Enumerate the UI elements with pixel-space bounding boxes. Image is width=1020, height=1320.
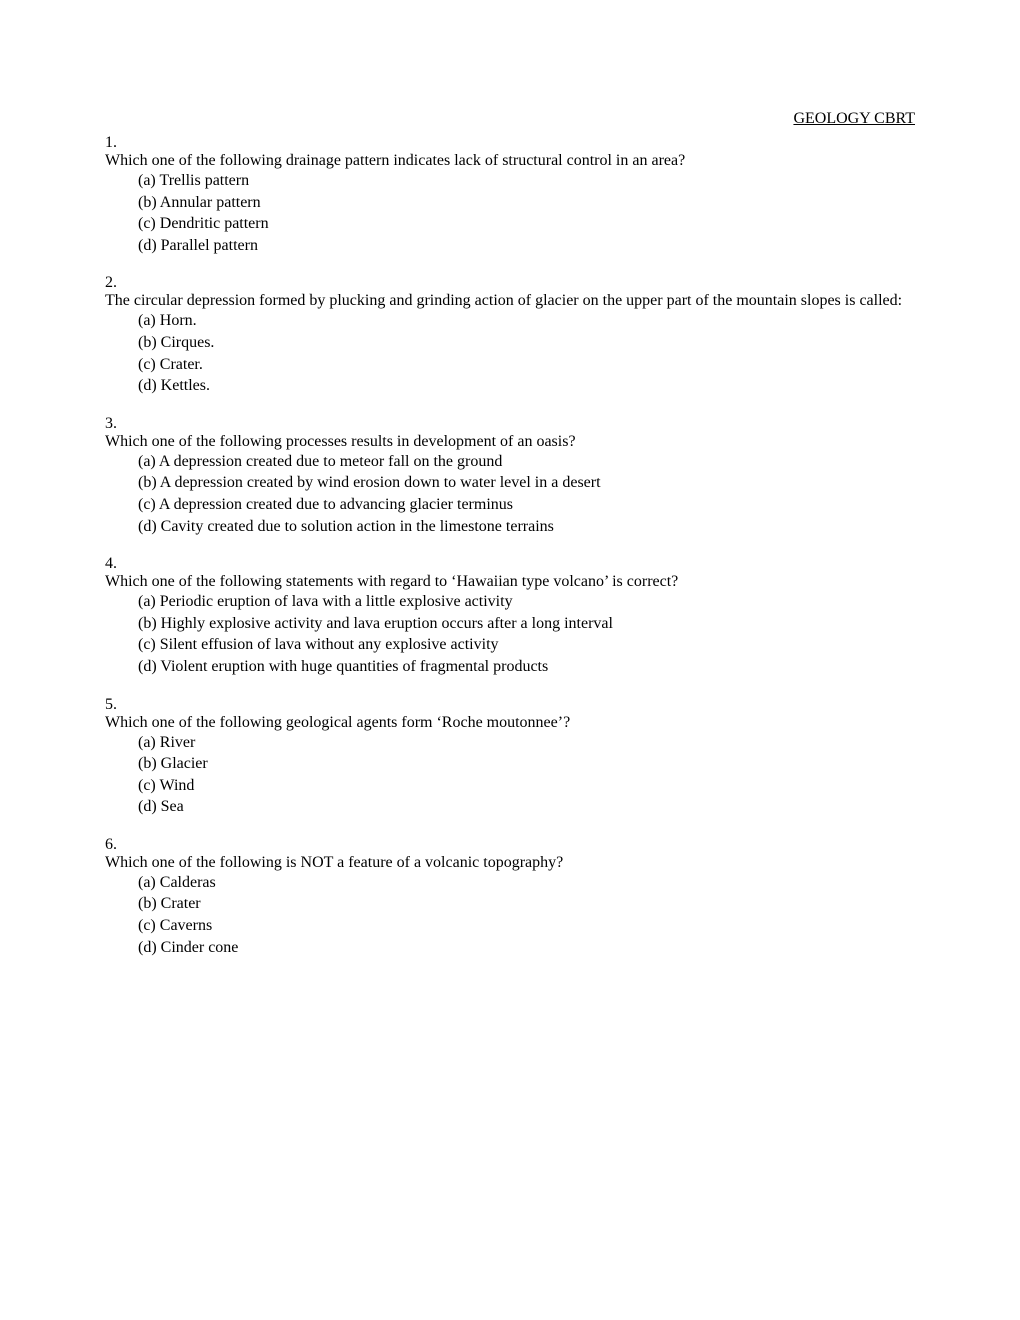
option-label: (a) xyxy=(138,874,156,891)
option-text: A depression created by wind erosion dow… xyxy=(160,474,601,491)
question-text: Which one of the following geological ag… xyxy=(105,714,915,732)
option-a: (a) Periodic eruption of lava with a lit… xyxy=(138,591,915,613)
page: GEOLOGY CBRT 1. Which one of the followi… xyxy=(0,0,1020,1036)
options-list: (a) Horn. (b) Cirques. (c) Crater. (d) K… xyxy=(138,310,915,396)
option-label: (d) xyxy=(138,237,157,254)
option-label: (c) xyxy=(138,636,156,653)
option-label: (c) xyxy=(138,917,156,934)
option-text: Crater xyxy=(161,895,201,912)
option-a: (a) Trellis pattern xyxy=(138,170,915,192)
option-label: (a) xyxy=(138,593,156,610)
question-number: 2. xyxy=(105,274,915,292)
option-label: (d) xyxy=(138,939,157,956)
question-1: 1. Which one of the following drainage p… xyxy=(105,134,915,256)
question-text: Which one of the following processes res… xyxy=(105,433,915,451)
option-text: Crater. xyxy=(160,356,203,373)
page-header: GEOLOGY CBRT xyxy=(105,110,915,128)
option-text: Cinder cone xyxy=(161,939,239,956)
option-label: (c) xyxy=(138,496,156,513)
option-a: (a) River xyxy=(138,732,915,754)
option-b: (b) Annular pattern xyxy=(138,192,915,214)
option-text: Kettles. xyxy=(161,377,210,394)
option-text: Violent eruption with huge quantities of… xyxy=(160,658,548,675)
option-b: (b) Highly explosive activity and lava e… xyxy=(138,613,915,635)
options-list: (a) Calderas (b) Crater (c) Caverns (d) … xyxy=(138,872,915,958)
option-label: (d) xyxy=(138,798,157,815)
option-text: Parallel pattern xyxy=(161,237,258,254)
option-text: Horn. xyxy=(160,312,197,329)
option-c: (c) Caverns xyxy=(138,915,915,937)
option-a: (a) Horn. xyxy=(138,310,915,332)
option-label: (b) xyxy=(138,755,157,772)
option-label: (b) xyxy=(138,895,157,912)
option-c: (c) Silent effusion of lava without any … xyxy=(138,634,915,656)
option-c: (c) Dendritic pattern xyxy=(138,213,915,235)
option-text: Sea xyxy=(161,798,184,815)
question-number: 4. xyxy=(105,555,915,573)
question-number: 3. xyxy=(105,415,915,433)
option-text: A depression created due to advancing gl… xyxy=(159,496,513,513)
option-text: Cirques. xyxy=(161,334,215,351)
question-number: 6. xyxy=(105,836,915,854)
option-b: (b) Glacier xyxy=(138,753,915,775)
option-d: (d) Cavity created due to solution actio… xyxy=(138,516,915,538)
option-label: (a) xyxy=(138,312,156,329)
question-text: Which one of the following drainage patt… xyxy=(105,152,915,170)
option-label: (b) xyxy=(138,334,157,351)
option-d: (d) Violent eruption with huge quantitie… xyxy=(138,656,915,678)
option-label: (c) xyxy=(138,777,156,794)
option-label: (a) xyxy=(138,453,156,470)
option-text: River xyxy=(160,734,196,751)
option-label: (d) xyxy=(138,658,157,675)
options-list: (a) Trellis pattern (b) Annular pattern … xyxy=(138,170,915,256)
question-6: 6. Which one of the following is NOT a f… xyxy=(105,836,915,958)
question-3: 3. Which one of the following processes … xyxy=(105,415,915,537)
option-c: (c) Wind xyxy=(138,775,915,797)
option-text: Highly explosive activity and lava erupt… xyxy=(161,615,613,632)
option-text: Periodic eruption of lava with a little … xyxy=(160,593,513,610)
option-text: Cavity created due to solution action in… xyxy=(161,518,554,535)
option-text: Trellis pattern xyxy=(159,172,249,189)
option-label: (d) xyxy=(138,377,157,394)
question-number: 5. xyxy=(105,696,915,714)
options-list: (a) River (b) Glacier (c) Wind (d) Sea xyxy=(138,732,915,818)
option-b: (b) A depression created by wind erosion… xyxy=(138,472,915,494)
question-4: 4. Which one of the following statements… xyxy=(105,555,915,677)
option-text: Silent effusion of lava without any expl… xyxy=(160,636,499,653)
option-label: (b) xyxy=(138,615,157,632)
option-label: (b) xyxy=(138,474,157,491)
option-a: (a) A depression created due to meteor f… xyxy=(138,451,915,473)
option-text: Dendritic pattern xyxy=(160,215,269,232)
option-text: A depression created due to meteor fall … xyxy=(159,453,502,470)
option-label: (d) xyxy=(138,518,157,535)
option-label: (a) xyxy=(138,734,156,751)
option-label: (a) xyxy=(138,172,156,189)
option-d: (d) Parallel pattern xyxy=(138,235,915,257)
question-text: Which one of the following is NOT a feat… xyxy=(105,854,915,872)
option-text: Glacier xyxy=(161,755,208,772)
question-text: The circular depression formed by plucki… xyxy=(105,292,915,310)
option-c: (c) A depression created due to advancin… xyxy=(138,494,915,516)
option-label: (b) xyxy=(138,194,157,211)
option-b: (b) Crater xyxy=(138,893,915,915)
option-text: Annular pattern xyxy=(160,194,261,211)
question-text: Which one of the following statements wi… xyxy=(105,573,915,591)
option-text: Caverns xyxy=(160,917,212,934)
option-d: (d) Kettles. xyxy=(138,375,915,397)
option-b: (b) Cirques. xyxy=(138,332,915,354)
option-d: (d) Cinder cone xyxy=(138,937,915,959)
options-list: (a) Periodic eruption of lava with a lit… xyxy=(138,591,915,677)
option-a: (a) Calderas xyxy=(138,872,915,894)
option-text: Calderas xyxy=(160,874,216,891)
option-label: (c) xyxy=(138,215,156,232)
option-d: (d) Sea xyxy=(138,796,915,818)
options-list: (a) A depression created due to meteor f… xyxy=(138,451,915,537)
option-c: (c) Crater. xyxy=(138,354,915,376)
question-5: 5. Which one of the following geological… xyxy=(105,696,915,818)
option-label: (c) xyxy=(138,356,156,373)
question-2: 2. The circular depression formed by plu… xyxy=(105,274,915,396)
question-number: 1. xyxy=(105,134,915,152)
option-text: Wind xyxy=(159,777,194,794)
